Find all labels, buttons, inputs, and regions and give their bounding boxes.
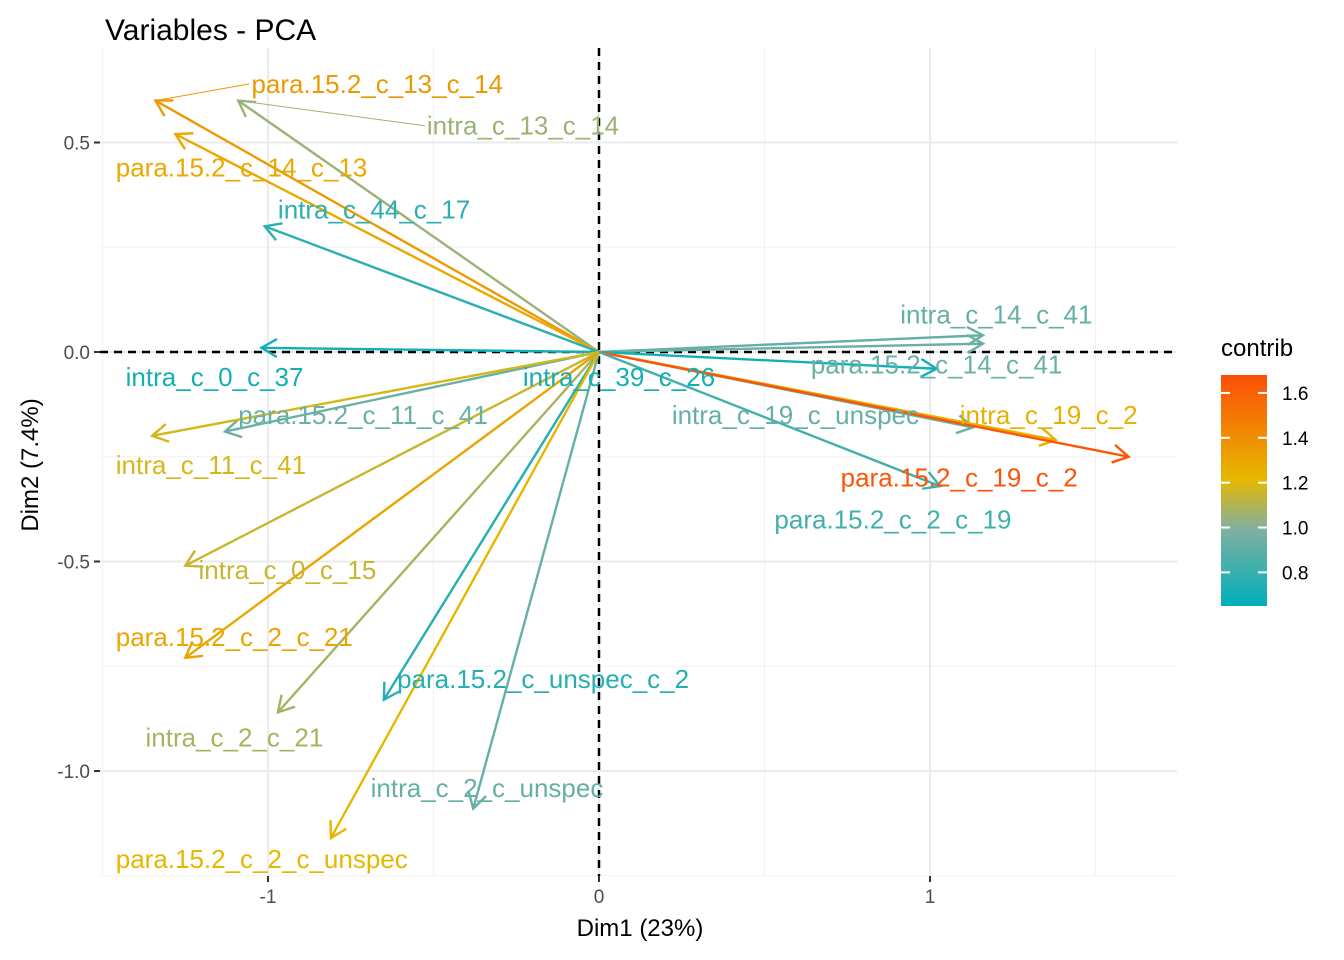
- arrow-shaft: [261, 346, 600, 354]
- arrow-head: [183, 640, 204, 660]
- variable-arrow: [598, 325, 986, 354]
- variable-label: para.15.2_c_19_c_2: [841, 463, 1078, 493]
- legend-tick-label: 1.0: [1282, 519, 1308, 540]
- arrow-shaft: [329, 351, 601, 839]
- legend-tick-label: 1.2: [1282, 474, 1308, 495]
- variable-arrow: [598, 333, 986, 354]
- variable-label: intra_c_0_c_15: [198, 555, 376, 585]
- variable-arrow: [382, 351, 601, 702]
- variable-label: intra_c_39_c_26: [523, 362, 715, 392]
- arrow-shaft: [598, 342, 983, 354]
- x-tick-label: 0: [594, 887, 605, 908]
- variable-label: para.15.2_c_14_c_13: [116, 153, 368, 183]
- arrow-shaft: [598, 350, 1129, 458]
- arrow-head: [149, 423, 170, 443]
- y-tick-label: 0.5: [64, 134, 90, 155]
- variable-label: para.15.2_c_11_c_41: [238, 400, 488, 430]
- y-axis-title: Dim2 (7.4%): [17, 398, 44, 531]
- chart-title: Variables - PCA: [105, 14, 316, 47]
- arrow-head: [955, 414, 976, 435]
- x-tick-label: -1: [260, 887, 277, 908]
- variable-label: intra_c_19_c_unspec: [672, 400, 919, 430]
- arrow-shaft: [382, 351, 601, 701]
- arrow-head: [1111, 443, 1131, 464]
- legend-tick-label: 0.8: [1282, 563, 1308, 584]
- arrow-head: [258, 337, 278, 359]
- variable-arrow: [598, 350, 1131, 464]
- variable-label: intra_c_0_c_37: [126, 362, 304, 392]
- arrow-shaft: [154, 99, 600, 354]
- arrow-shaft: [264, 225, 600, 354]
- variable-arrow: [149, 350, 600, 443]
- arrow-shaft: [184, 351, 600, 659]
- arrow-head: [966, 325, 986, 346]
- arrow-shaft: [237, 99, 600, 353]
- arrow-head: [966, 333, 986, 354]
- arrow-head: [183, 549, 204, 568]
- arrow-head: [173, 132, 194, 150]
- x-tick-label: 1: [925, 887, 936, 908]
- arrow-head: [262, 222, 283, 241]
- variable-label: intra_c_2_c_unspec: [371, 773, 604, 803]
- variable-labels: para.15.2_c_13_c_14 intra_c_13_c_14 para.1…: [116, 69, 1138, 874]
- arrow-shaft: [598, 350, 937, 370]
- variable-label: intra_c_11_c_41: [116, 450, 306, 480]
- variable-arrows: [149, 99, 1131, 841]
- label-leader-line: [155, 83, 250, 102]
- y-tick-label: -0.5: [57, 553, 90, 574]
- arrow-shaft: [472, 351, 601, 810]
- variable-label: intra_c_13_c_14: [427, 111, 619, 141]
- arrow-head: [276, 694, 296, 715]
- arrow-head: [921, 471, 943, 490]
- x-axis-title: Dim1 (23%): [577, 915, 704, 942]
- arrow-head: [920, 357, 940, 379]
- arrow-shaft: [174, 133, 600, 354]
- arrow-head: [1038, 427, 1059, 448]
- contrib-legend: contrib 0.8 1.0 1.2 1.4 1.6: [1221, 335, 1309, 606]
- arrow-shaft: [598, 350, 941, 488]
- variable-arrow: [598, 350, 940, 379]
- variable-label: intra_c_44_c_17: [278, 195, 470, 225]
- variable-arrow: [276, 351, 600, 715]
- variable-label: intra_c_2_c_21: [146, 722, 324, 752]
- arrow-head: [329, 820, 347, 841]
- y-axis-ticks: 0.5 0.0 -0.5 -1.0: [57, 134, 100, 783]
- variable-arrow: [183, 351, 600, 660]
- variable-arrow: [262, 222, 600, 354]
- variable-label: para.15.2_c_unspec_c_2: [397, 664, 689, 694]
- arrow-head: [467, 790, 487, 812]
- y-tick-label: -1.0: [57, 762, 90, 783]
- arrow-shaft: [277, 351, 600, 714]
- arrow-shaft: [184, 350, 600, 567]
- legend-title: contrib: [1221, 335, 1293, 362]
- variable-label: para.15.2_c_2_c_unspec: [116, 844, 408, 874]
- variable-arrow: [222, 350, 600, 439]
- arrow-shaft: [598, 334, 984, 354]
- variable-arrow: [598, 350, 943, 490]
- legend-tick-label: 1.4: [1282, 429, 1309, 450]
- arrow-head: [222, 418, 243, 439]
- variable-arrow: [183, 350, 600, 568]
- y-tick-label: 0.0: [64, 343, 90, 364]
- variable-arrow: [329, 351, 601, 841]
- legend-ticks: 0.8 1.0 1.2 1.4 1.6: [1221, 384, 1309, 584]
- variable-label: para.15.2_c_2_c_21: [116, 622, 353, 652]
- label-leader-line: [238, 100, 425, 127]
- variable-arrow: [173, 132, 600, 354]
- arrow-shaft: [224, 350, 600, 433]
- variable-label: para.15.2_c_14_c_41: [811, 350, 1063, 380]
- variable-label: para.15.2_c_13_c_14: [251, 69, 503, 99]
- variable-label: intra_c_14_c_41: [900, 299, 1092, 329]
- variable-label: para.15.2_c_2_c_19: [774, 505, 1011, 535]
- x-axis-ticks: -1 0 1: [260, 876, 936, 908]
- arrow-head: [382, 681, 401, 702]
- arrow-shaft: [151, 350, 600, 437]
- variable-arrow: [258, 337, 600, 359]
- legend-colorbar: [1221, 375, 1267, 606]
- plot-panel: para.15.2_c_13_c_14 intra_c_13_c_14 para.1…: [100, 48, 1177, 877]
- legend-tick-label: 1.6: [1282, 384, 1308, 405]
- variable-arrow: [467, 351, 601, 812]
- variable-label: intra_c_19_c_2: [960, 400, 1138, 430]
